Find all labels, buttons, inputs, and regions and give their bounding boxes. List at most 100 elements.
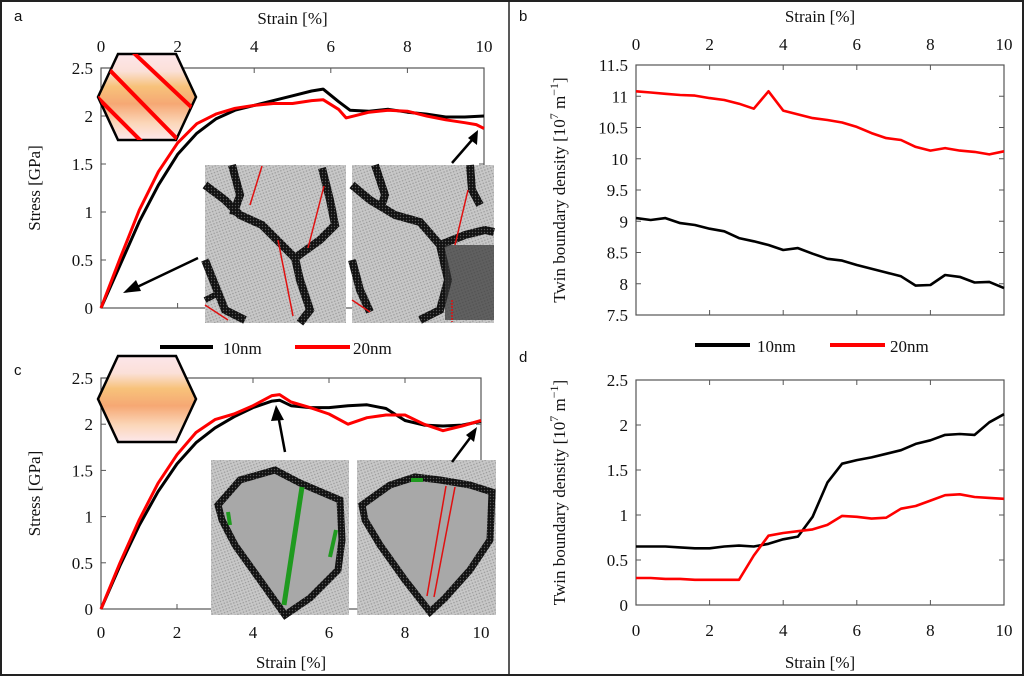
y-axis-title-part: ] [550, 77, 569, 83]
x-tick-label: 8 [401, 623, 410, 642]
inset-a-strain-0 [201, 163, 346, 326]
arrow-c-end [451, 427, 477, 463]
y-tick-label: 2 [85, 415, 94, 434]
inset-c-strain-10 [357, 460, 496, 618]
series-line-10nm [99, 398, 482, 610]
y-axis-title-part: m [550, 96, 569, 113]
y-tick-label: 0 [85, 299, 94, 318]
x-axis-title: Strain [%] [256, 653, 326, 672]
y-axis-title-part: m [550, 398, 569, 415]
x-tick-label: 2 [705, 621, 714, 640]
inset-c-peak [211, 460, 349, 620]
y-tick-label: 0.5 [607, 551, 628, 570]
y-tick-label: 1 [85, 508, 94, 527]
series-line-20nm [99, 98, 485, 309]
series-line-10nm [635, 216, 1005, 290]
y-tick-label: 2.5 [607, 371, 628, 390]
panel-letter-c: c [14, 362, 22, 379]
panel-d: 0 2 4 6 8 10 0 0.5 1 1.5 2 2.5 Strain [%] Twin bounda… [547, 371, 1013, 672]
plot-frame [635, 64, 1005, 316]
series-line-20nm [99, 393, 482, 610]
panel-letter-b: b [519, 8, 527, 25]
legend-label-10nm: 10nm [223, 339, 262, 358]
y-tick-label: 10 [611, 150, 628, 169]
panel-letter-d: d [519, 349, 527, 366]
y-tick-label: 1 [620, 506, 629, 525]
y-axis-title-part: ] [550, 380, 569, 386]
x-axis-title: Strain [%] [257, 9, 327, 28]
x-tick-label: 2 [173, 37, 182, 56]
y-tick-label: 1.5 [72, 155, 93, 174]
arrow-a-end [451, 130, 478, 164]
legend-top-left: 10nm 20nm [160, 339, 392, 358]
x-tick-label: 10 [473, 623, 490, 642]
panel-c: 0 2 4 6 8 10 0 0.5 1 1.5 2 2.5 Strain [%] Stress [GPa… [25, 369, 490, 672]
y-axis-title: Twin boundary density [107 m−1] [547, 77, 569, 302]
x-tick-label: 10 [996, 621, 1013, 640]
inset-a-strain-10 [348, 163, 495, 324]
y-tick-label: 2.5 [72, 59, 93, 78]
hexagon-twinned-grain-icon [96, 52, 198, 142]
x-tick-label: 0 [97, 623, 106, 642]
y-tick-label: 2 [85, 107, 94, 126]
series-line-20nm [636, 492, 1005, 582]
x-tick-label: 8 [403, 37, 412, 56]
hexagon-untwinned-grain-icon [96, 354, 198, 444]
x-tick-label: 10 [476, 37, 493, 56]
y-axis-title-part: Twin boundary density [10 [550, 422, 569, 605]
y-tick-label: 0 [620, 596, 629, 615]
y-tick-label: 9.5 [607, 181, 628, 200]
x-tick-label: 4 [250, 37, 259, 56]
y-axis-title: Stress [GPa] [25, 451, 44, 536]
twin-boundary-line [98, 78, 177, 140]
legend-label-10nm: 10nm [757, 337, 796, 356]
y-tick-label: 1.5 [607, 461, 628, 480]
y-tick-label: 2 [620, 416, 629, 435]
x-tick-label: 4 [249, 623, 258, 642]
y-tick-label: 11.5 [599, 56, 628, 75]
y-tick-label: 2.5 [72, 369, 93, 388]
x-tick-label: 2 [705, 35, 714, 54]
arrow-a-start [123, 256, 199, 293]
x-tick-label: 6 [853, 35, 862, 54]
x-tick-label: 6 [327, 37, 336, 56]
panel-b: 0 2 4 6 8 10 7.5 8 8.5 9 9.5 10 10.5 11 11.5 Strain [%]… [547, 7, 1013, 325]
x-tick-label: 0 [632, 35, 641, 54]
x-tick-label: 4 [779, 621, 788, 640]
y-tick-label: 11 [612, 87, 628, 106]
x-axis-title: Strain [%] [785, 7, 855, 26]
plot-frame [635, 379, 1005, 606]
twin-boundary-line [118, 54, 196, 122]
y-tick-label: 7.5 [607, 306, 628, 325]
y-tick-label: 10.5 [598, 119, 628, 138]
y-tick-label: 1.5 [72, 461, 93, 480]
arrow-c-peak [271, 405, 287, 453]
y-tick-label: 8.5 [607, 244, 628, 263]
x-tick-label: 6 [325, 623, 334, 642]
legend-label-20nm: 20nm [890, 337, 929, 356]
y-axis-title-part: Twin boundary density [10 [550, 119, 569, 302]
x-tick-label: 0 [632, 621, 641, 640]
x-tick-label: 6 [853, 621, 862, 640]
y-axis-title-part: −1 [547, 83, 561, 96]
x-tick-label: 2 [173, 623, 182, 642]
x-tick-label: 8 [926, 621, 935, 640]
y-tick-label: 0.5 [72, 554, 93, 573]
panel-a: 0 2 4 6 8 10 0 0.5 1 1.5 2 2.5 Strain [%] Stress [GPa… [25, 9, 493, 318]
panel-letter-a: a [14, 8, 23, 25]
y-tick-label: 9 [620, 212, 629, 231]
series-line-10nm [636, 413, 1005, 550]
y-axis-title: Stress [GPa] [25, 145, 44, 230]
x-tick-label: 0 [97, 37, 106, 56]
y-axis-title-part: 7 [547, 113, 561, 119]
x-tick-label: 4 [779, 35, 788, 54]
legend-top-right: 10nm 20nm [695, 337, 929, 356]
y-tick-label: 1 [85, 203, 94, 222]
x-axis-title: Strain [%] [785, 653, 855, 672]
y-axis-title: Twin boundary density [107 m−1] [547, 380, 569, 605]
series-line-20nm [635, 90, 1005, 156]
y-axis-title-part: 7 [547, 416, 561, 422]
y-tick-label: 0 [85, 600, 94, 619]
